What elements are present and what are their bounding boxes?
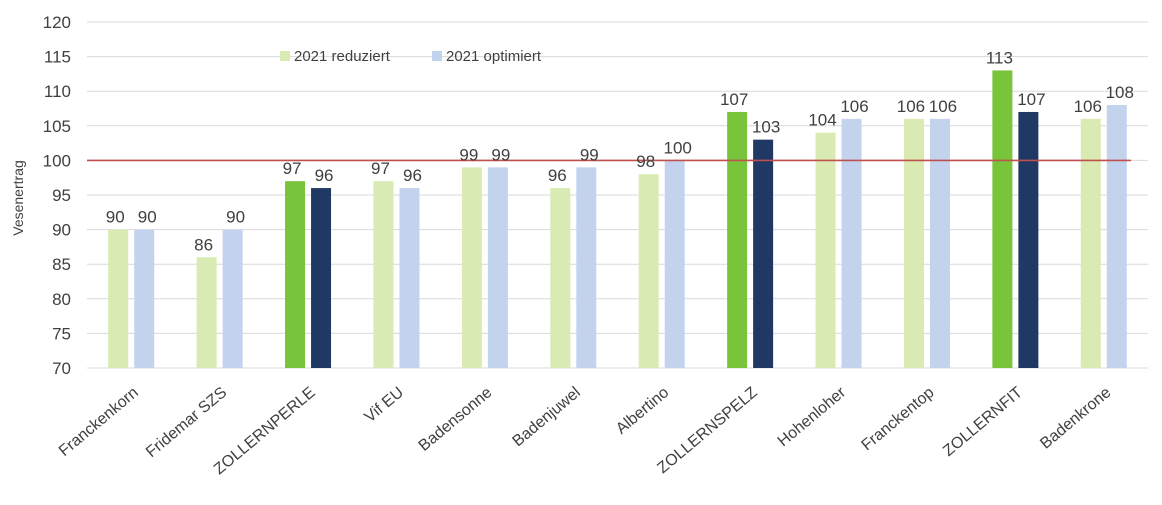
data-label: 90 (106, 208, 125, 227)
legend-label: 2021 optimiert (446, 48, 542, 65)
bar-optimiert (664, 160, 685, 368)
category-label: Badensonne (416, 384, 496, 455)
bar-reduziert (992, 70, 1013, 368)
data-label: 100 (664, 138, 692, 157)
bar-reduziert (373, 181, 394, 368)
legend: 2021 reduziert 2021 optimiert (280, 48, 542, 65)
bar-optimiert (1106, 105, 1127, 368)
category-label: Albertino (613, 384, 672, 438)
data-label: 107 (720, 90, 748, 109)
legend-swatch (280, 51, 290, 61)
category-label: ZOLLERNFIT (940, 384, 1026, 460)
bar-optimiert (1018, 111, 1039, 369)
data-label: 106 (897, 97, 925, 116)
data-label: 108 (1106, 83, 1134, 102)
bar-reduziert (903, 118, 924, 368)
bar-optimiert (487, 167, 508, 368)
data-label: 90 (226, 208, 245, 227)
legend-label: 2021 reduziert (294, 48, 391, 65)
bar-optimiert (841, 118, 862, 368)
category-label: Badenjuwel (510, 384, 584, 450)
y-axis-title: Vesenertrag (10, 160, 26, 236)
y-tick-label: 115 (44, 48, 71, 67)
category-label: Badenkrone (1037, 384, 1114, 453)
category-label: Franckentop (858, 384, 937, 454)
data-label: 106 (929, 97, 957, 116)
data-label: 96 (548, 166, 567, 185)
data-label: 106 (1074, 97, 1102, 116)
y-tick-label: 75 (52, 324, 71, 343)
bar-reduziert (727, 111, 748, 369)
y-tick-label: 90 (52, 221, 71, 240)
bar-optimiert (399, 188, 420, 368)
y-tick-label: 85 (52, 255, 71, 274)
y-tick-label: 70 (52, 359, 71, 378)
bars (108, 70, 1127, 369)
y-tick-label: 95 (52, 186, 71, 205)
y-tick-label: 120 (43, 13, 71, 32)
data-label: 98 (636, 152, 655, 171)
y-tick-label: 100 (43, 151, 71, 170)
legend-swatch (432, 51, 442, 61)
bar-reduziert (638, 174, 659, 368)
data-label: 86 (194, 235, 213, 254)
y-tick-label: 110 (44, 82, 71, 101)
data-label: 97 (283, 159, 302, 178)
data-label: 97 (371, 159, 390, 178)
bar-optimiert (753, 139, 774, 368)
category-label: Vif EU (362, 384, 407, 426)
gridlines (87, 21, 1148, 369)
bar-reduziert (108, 229, 129, 368)
data-label: 99 (459, 145, 478, 164)
bar-optimiert (929, 118, 950, 368)
data-label: 99 (580, 145, 599, 164)
category-label: Fridemar SZS (143, 384, 230, 461)
y-tick-label: 80 (52, 290, 71, 309)
data-label: 99 (491, 145, 510, 164)
y-axis-ticks: 70 75 80 85 90 95 100 105 110 115 120 (43, 13, 71, 378)
data-label: 104 (808, 111, 836, 130)
bar-reduziert (461, 167, 482, 368)
bar-reduziert (196, 257, 217, 368)
bar-optimiert (576, 167, 597, 368)
data-label: 96 (403, 166, 422, 185)
data-label: 103 (752, 118, 780, 137)
category-label: Franckenkorn (56, 384, 142, 460)
data-label: 113 (986, 48, 1013, 67)
bar-reduziert (1080, 118, 1101, 368)
bar-reduziert (285, 181, 306, 368)
data-label: 106 (840, 97, 868, 116)
data-label: 107 (1017, 90, 1045, 109)
bar-optimiert (222, 229, 243, 368)
data-label: 96 (315, 166, 334, 185)
y-tick-label: 105 (43, 117, 71, 136)
bar-optimiert (134, 229, 155, 368)
bar-optimiert (311, 188, 332, 368)
bar-reduziert (550, 188, 571, 368)
data-label: 90 (138, 208, 157, 227)
category-label: Hohenloher (775, 384, 850, 451)
bar-reduziert (815, 132, 836, 368)
